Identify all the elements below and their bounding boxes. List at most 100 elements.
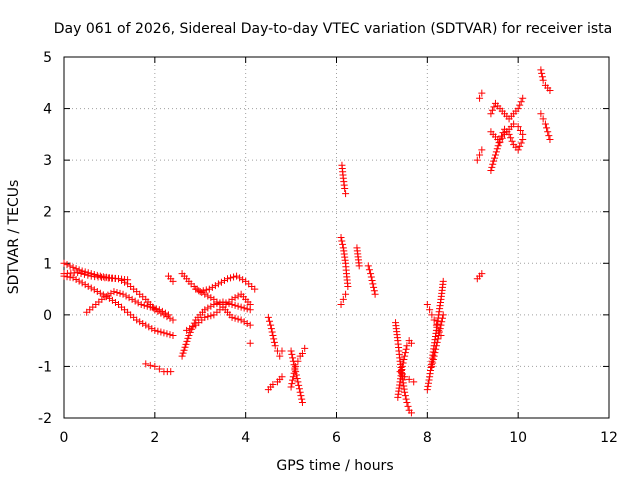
data-point [185,331,193,339]
data-point [134,299,142,307]
data-point [365,266,373,274]
data-point [287,383,295,391]
data-point [224,275,231,283]
data-point [186,325,194,333]
data-point [243,305,251,313]
series-track-15 [287,344,309,391]
data-point [148,325,156,333]
data-point [137,301,145,309]
data-point [499,129,507,137]
series-track-33 [537,66,554,95]
data-point [72,265,80,273]
data-point [546,136,554,144]
data-point [291,366,299,374]
data-point [96,289,104,297]
data-point [342,290,350,298]
data-point [439,311,447,319]
data-point [208,283,216,291]
data-point [179,349,187,357]
data-point [101,293,109,301]
data-point [270,335,278,343]
data-point [140,301,148,309]
data-point [77,269,85,277]
data-point [432,342,440,350]
data-point [507,134,515,142]
data-point [207,302,215,310]
data-point [131,297,139,305]
data-point [184,334,192,342]
data-point [517,98,525,106]
data-point [183,337,191,345]
data-point [87,284,95,292]
data-point [430,316,438,324]
series-track-12 [264,313,286,360]
data-point [476,94,484,102]
data-point [66,262,74,270]
data-point [166,331,174,339]
data-point [337,234,345,241]
data-point [539,115,547,123]
data-point [278,373,286,381]
data-point [424,382,432,390]
data-point [84,282,92,290]
data-point [519,130,527,138]
data-point [276,352,284,360]
data-point [430,352,438,360]
data-point [136,318,144,326]
chart-title: Day 061 of 2026, Sidereal Day-to-day VTE… [54,21,612,37]
data-point [491,151,499,159]
data-point [90,286,98,294]
data-point [399,359,407,367]
series-track-13 [264,373,286,394]
data-point [297,392,305,400]
data-point [339,240,347,248]
data-point [424,379,432,387]
data-point [146,303,154,311]
data-point [478,270,486,278]
data-point [240,318,248,326]
data-point [182,340,190,348]
grid-lines [64,57,609,418]
data-point [196,288,204,296]
data-point [478,89,486,97]
data-point [434,335,442,343]
data-point [166,314,174,322]
series-track-23 [396,368,418,386]
data-point [149,304,157,312]
data-point [104,291,112,299]
data-point [401,373,409,381]
data-point [364,262,372,270]
data-point [404,402,412,410]
data-point [119,290,127,298]
data-point [516,126,524,134]
data-point [228,313,236,321]
data-point [407,339,415,347]
data-point [355,262,363,270]
data-point [514,105,522,113]
data-point [496,138,504,146]
data-point [407,409,415,417]
series-track-4 [60,269,132,284]
data-point [133,316,141,324]
data-point [234,292,242,300]
data-point [478,146,486,154]
data-point [227,274,235,282]
data-point [181,343,189,351]
data-point [186,328,194,336]
data-point [201,313,209,321]
data-point [495,139,503,147]
data-point [298,395,306,403]
data-point [510,120,518,128]
data-point [490,103,498,111]
data-point [198,289,206,297]
data-point [289,373,297,381]
data-point [402,345,410,353]
data-point [435,331,443,339]
data-point [369,280,377,288]
series-track-22 [394,337,415,401]
data-point [164,311,172,319]
data-point [145,323,153,331]
data-point [217,278,225,286]
series-track-10 [192,285,254,329]
